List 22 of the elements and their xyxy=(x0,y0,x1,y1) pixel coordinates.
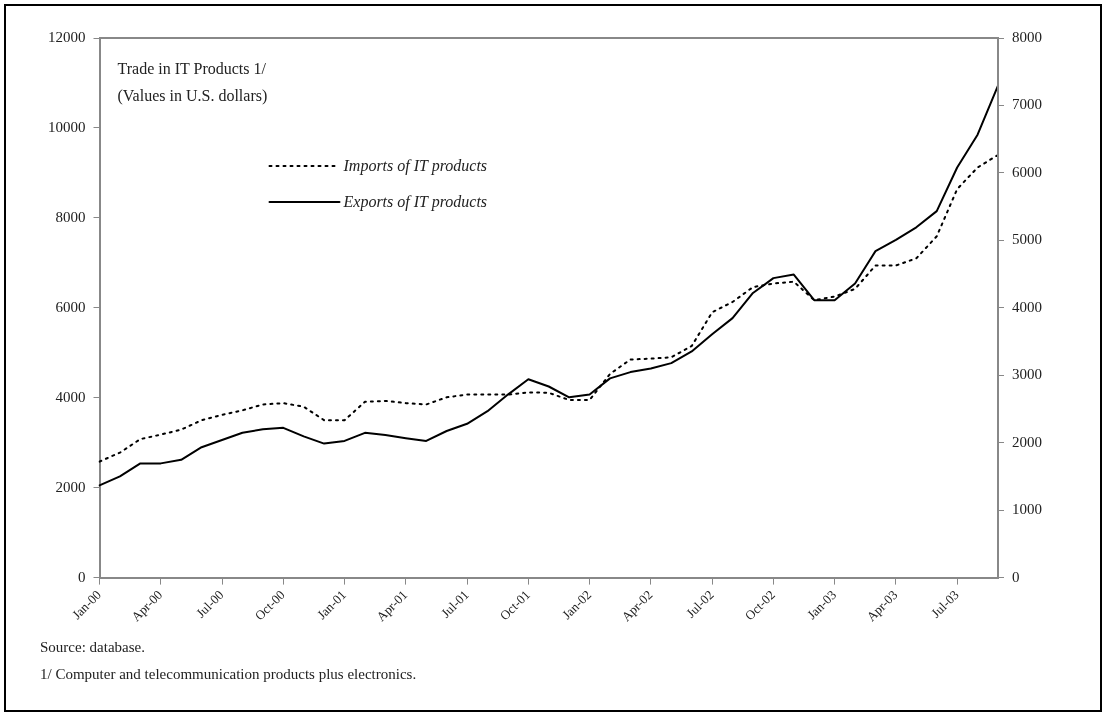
legend-label: Imports of IT products xyxy=(342,157,488,175)
y2-tick-label: 3000 xyxy=(1012,366,1042,383)
y-tick-label: 10000 xyxy=(48,118,86,135)
y2-tick-label: 2000 xyxy=(1012,433,1042,450)
y2-tick-label: 7000 xyxy=(1012,96,1042,113)
y-tick-label: 6000 xyxy=(55,298,86,315)
y-tick-label: 8000 xyxy=(55,208,86,225)
y2-tick-label: 1000 xyxy=(1012,501,1042,518)
y-tick-label: 12000 xyxy=(48,28,86,45)
legend-label: Exports of IT products xyxy=(342,193,488,211)
y2-tick-label: 6000 xyxy=(1012,163,1042,180)
text: (Values in U.S. dollars) xyxy=(117,87,268,105)
source-note: Source: database. xyxy=(40,639,145,655)
y-tick-label: 4000 xyxy=(55,388,86,405)
y2-tick-label: 5000 xyxy=(1012,231,1042,248)
text: Trade in IT Products 1/ xyxy=(117,60,267,77)
y2-tick-label: 4000 xyxy=(1012,298,1042,315)
y-tick-label: 2000 xyxy=(55,478,86,495)
y2-tick-label: 8000 xyxy=(1012,28,1042,45)
y2-tick-label: 0 xyxy=(1012,568,1020,585)
text: 1/ Computer and telecommunication products plus electronics. xyxy=(40,666,417,682)
y-tick-label: 0 xyxy=(78,568,86,585)
